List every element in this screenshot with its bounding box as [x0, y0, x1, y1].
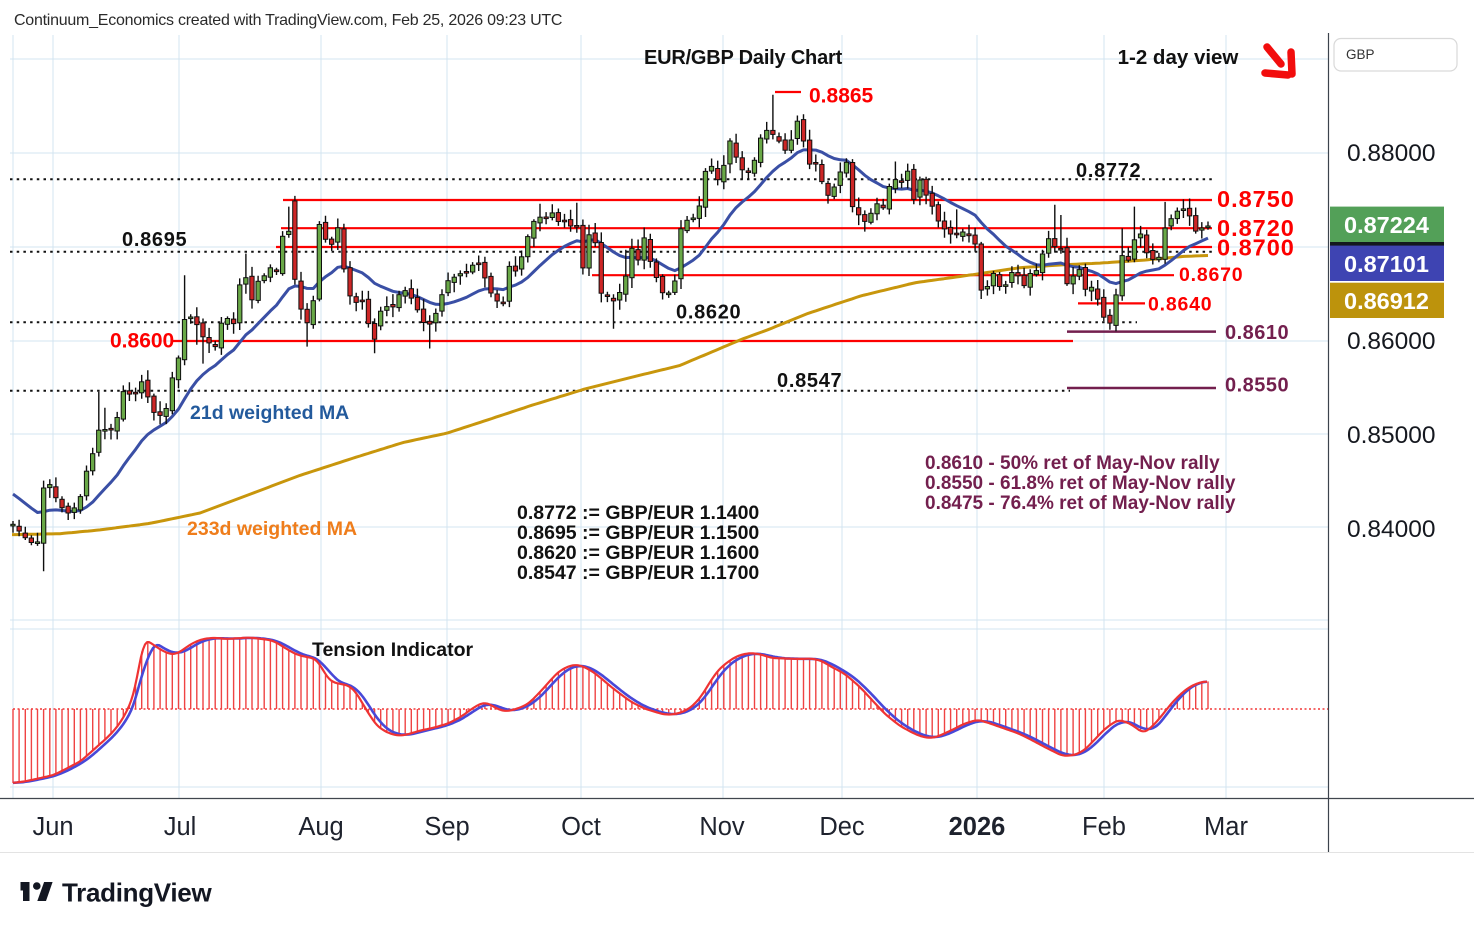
svg-text:233d weighted MA: 233d weighted MA	[187, 518, 357, 540]
svg-text:0.8720: 0.8720	[1217, 215, 1295, 241]
svg-text:Mar: Mar	[1204, 813, 1248, 841]
svg-text:0.87224: 0.87224	[1344, 212, 1429, 238]
svg-text:Continuum_Economics created wi: Continuum_Economics created with Trading…	[14, 12, 562, 29]
svg-text:0.88000: 0.88000	[1347, 140, 1436, 167]
svg-text:0.84000: 0.84000	[1347, 516, 1436, 543]
svg-text:Sep: Sep	[424, 813, 469, 841]
svg-text:0.8620 := GBP/EUR 1.1600: 0.8620 := GBP/EUR 1.1600	[517, 542, 759, 564]
svg-text:Jul: Jul	[164, 813, 197, 841]
svg-text:0.8700: 0.8700	[1217, 235, 1295, 261]
svg-text:0.8547 := GBP/EUR 1.1700: 0.8547 := GBP/EUR 1.1700	[517, 562, 759, 584]
svg-text:TradingView: TradingView	[62, 878, 212, 908]
svg-text:1-2 day view: 1-2 day view	[1118, 46, 1239, 69]
svg-text:0.85000: 0.85000	[1347, 422, 1436, 449]
svg-text:Nov: Nov	[699, 813, 745, 841]
svg-text:Feb: Feb	[1082, 813, 1126, 841]
svg-text:0.8670: 0.8670	[1179, 264, 1243, 286]
svg-text:0.8772 := GBP/EUR 1.1400: 0.8772 := GBP/EUR 1.1400	[517, 502, 759, 524]
svg-text:Oct: Oct	[561, 813, 601, 841]
svg-text:GBP: GBP	[1346, 47, 1375, 62]
svg-text:0.8475 - 76.4% ret of May-Nov: 0.8475 - 76.4% ret of May-Nov rally	[925, 493, 1236, 514]
svg-text:0.8772: 0.8772	[1076, 160, 1141, 182]
svg-text:0.8695: 0.8695	[122, 229, 187, 251]
svg-text:0.8640: 0.8640	[1148, 294, 1212, 316]
svg-text:0.8550 - 61.8% ret of May-Nov: 0.8550 - 61.8% ret of May-Nov rally	[925, 473, 1236, 494]
svg-text:2026: 2026	[949, 813, 1006, 841]
svg-text:Tension Indicator: Tension Indicator	[312, 639, 473, 661]
svg-text:0.8865: 0.8865	[809, 85, 874, 108]
svg-text:0.86000: 0.86000	[1347, 328, 1436, 355]
svg-text:EUR/GBP Daily Chart: EUR/GBP Daily Chart	[644, 47, 843, 69]
svg-text:0.8550: 0.8550	[1225, 375, 1289, 397]
svg-text:0.8600: 0.8600	[110, 330, 174, 353]
svg-text:0.8610 - 50% ret of May-Nov ra: 0.8610 - 50% ret of May-Nov rally	[925, 453, 1220, 474]
svg-text:0.8610: 0.8610	[1225, 322, 1289, 344]
svg-text:Aug: Aug	[298, 813, 343, 841]
svg-text:21d weighted MA: 21d weighted MA	[190, 402, 349, 424]
svg-text:0.8547: 0.8547	[777, 370, 842, 392]
svg-text:0.8695 := GBP/EUR 1.1500: 0.8695 := GBP/EUR 1.1500	[517, 522, 759, 544]
svg-text:0.8750: 0.8750	[1217, 186, 1295, 212]
svg-text:0.8620: 0.8620	[676, 301, 741, 323]
svg-text:Jun: Jun	[32, 813, 73, 841]
svg-text:0.87101: 0.87101	[1344, 251, 1429, 277]
svg-text:0.86912: 0.86912	[1344, 288, 1429, 314]
svg-text:Dec: Dec	[819, 813, 865, 841]
